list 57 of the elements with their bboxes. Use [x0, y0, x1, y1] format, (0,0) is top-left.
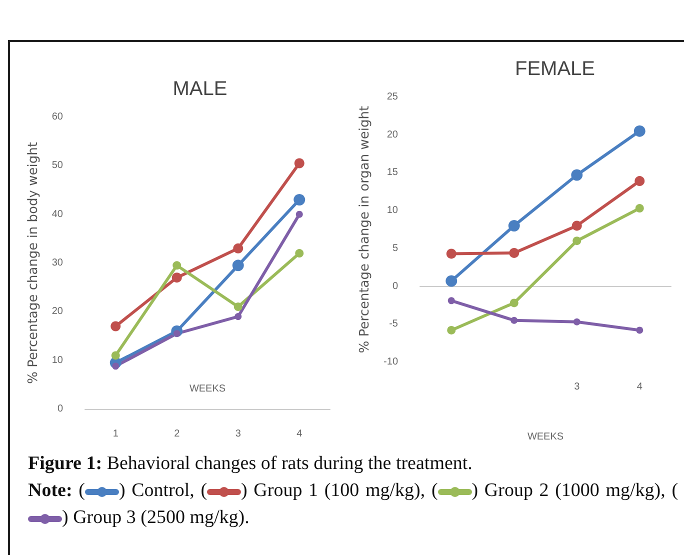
point	[448, 297, 455, 304]
y-tick-label: 0	[57, 404, 64, 414]
x-axis-title: WEEKS	[527, 432, 564, 442]
point	[509, 248, 520, 258]
x-axis-title: WEEKS	[189, 384, 226, 394]
caption: Figure 1: Behavioral changes of rats during the treatment.	[28, 453, 472, 474]
chart-title: MALE	[172, 78, 228, 100]
point	[295, 249, 304, 258]
y-tick-label: 10	[52, 354, 64, 366]
point	[446, 275, 458, 287]
x-tick-label: 3	[235, 428, 242, 440]
x-tick-label: 2	[174, 428, 180, 440]
point	[508, 220, 520, 232]
point	[572, 220, 582, 231]
point	[510, 298, 518, 308]
point	[573, 318, 580, 326]
y-axis-title: % Percentage change in body weight	[26, 142, 41, 384]
y-tick-label: 60	[52, 112, 64, 122]
point	[172, 272, 182, 283]
y-tick-label: 15	[386, 167, 398, 178]
point	[172, 261, 182, 270]
y-tick-label: 5	[392, 242, 398, 254]
x-tick-label: 4	[636, 382, 643, 392]
y-tick-label: 30	[52, 258, 64, 268]
point	[572, 236, 582, 246]
point	[571, 169, 583, 181]
point	[447, 326, 456, 334]
y-tick-label: 10	[386, 205, 398, 216]
point	[296, 210, 303, 218]
text: Note: ( ) Control, ( ) Group 1 (100 mg/kg), ( ) Group 2 (1000 mg/kg), ( ) Group 3 (2500 mg/kg).	[28, 480, 678, 528]
chart-title: FEMALE	[514, 58, 596, 80]
point	[111, 351, 120, 360]
point	[446, 248, 456, 259]
point	[636, 326, 644, 334]
y-tick-label: 20	[52, 306, 64, 318]
point	[234, 313, 242, 320]
y-axis-title: % Percentage change in organ weight	[358, 106, 373, 354]
point	[635, 204, 644, 213]
x-tick-label: 4	[296, 428, 303, 440]
point	[634, 176, 645, 186]
y-tick-label: 50	[52, 160, 64, 172]
point	[634, 125, 646, 137]
point	[294, 194, 306, 206]
x-tick-label: 3	[574, 382, 580, 392]
y-tick-label: 40	[52, 208, 64, 220]
point	[294, 158, 304, 168]
point	[234, 302, 242, 312]
y-tick-label: 0	[392, 280, 398, 292]
point	[110, 321, 121, 332]
y-tick-label: 20	[386, 129, 398, 140]
y-tick-label: -10	[384, 356, 398, 368]
point	[232, 260, 244, 272]
y-tick-label: -5	[389, 318, 398, 330]
point	[510, 316, 518, 324]
x-tick-label: 1	[112, 428, 119, 440]
y-tick-label: 25	[386, 92, 398, 102]
point	[233, 243, 244, 254]
